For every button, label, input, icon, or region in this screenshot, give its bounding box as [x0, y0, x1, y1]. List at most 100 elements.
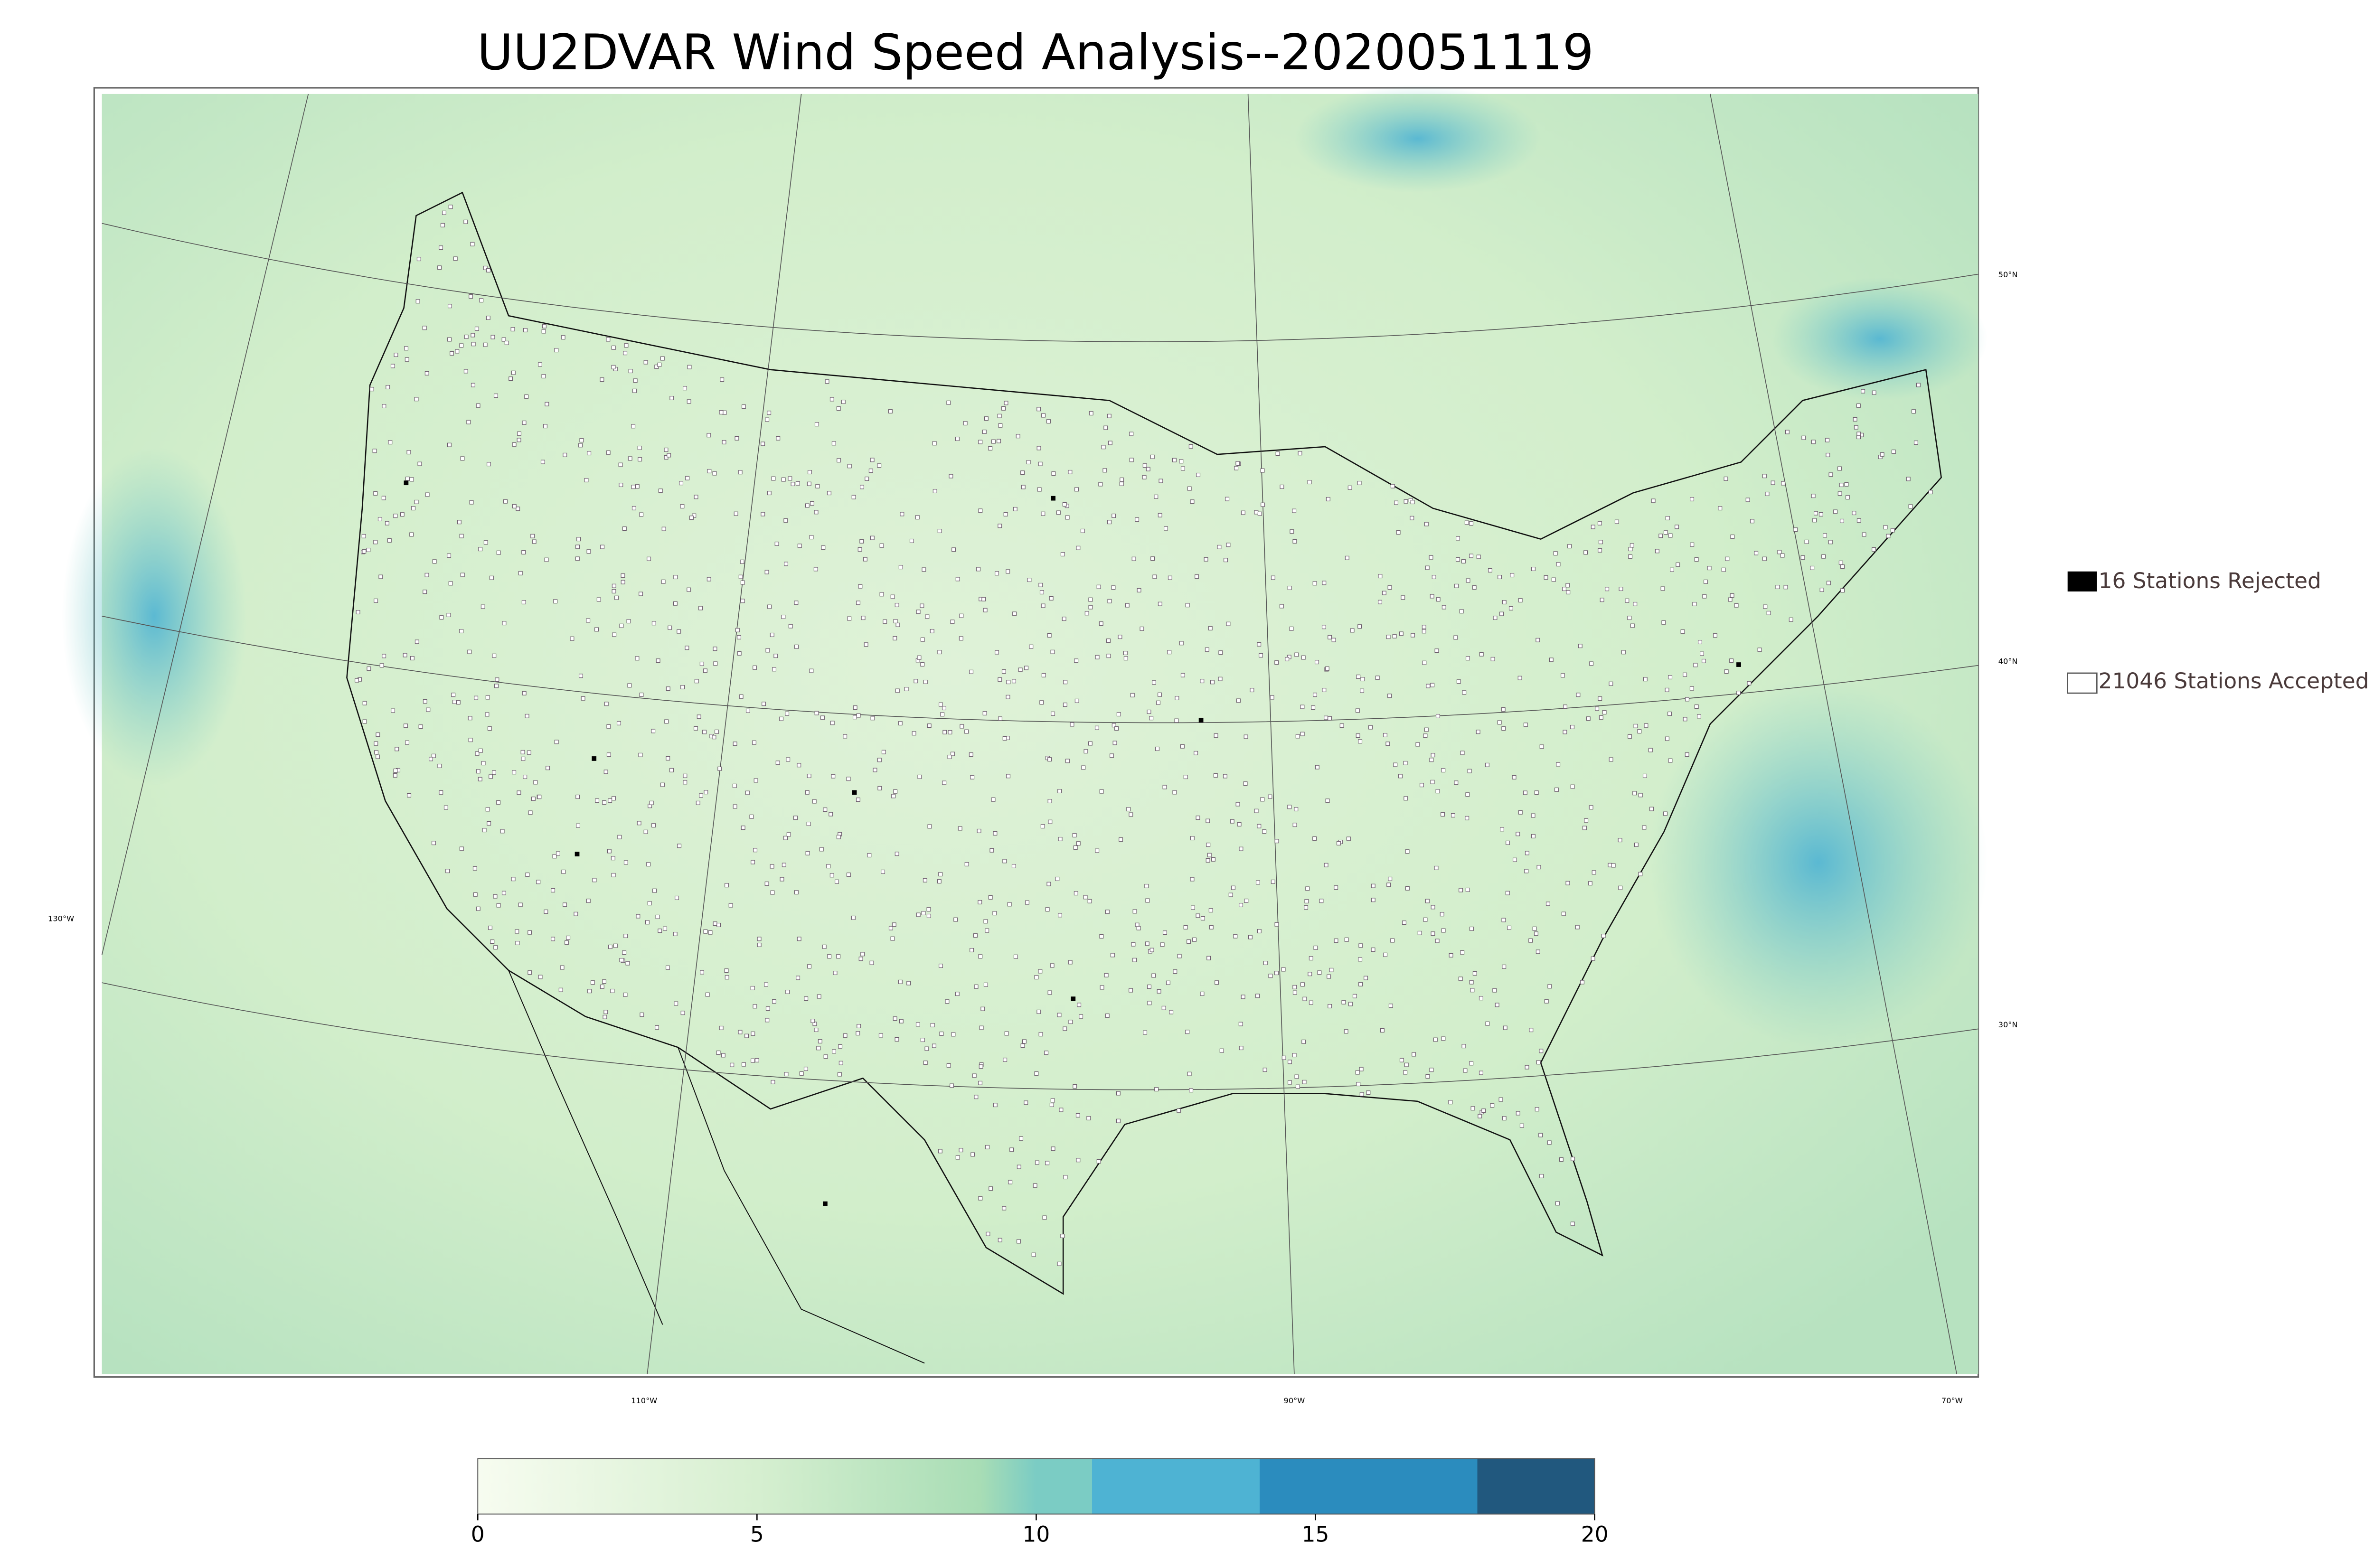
- station-marker: [1241, 995, 1245, 999]
- station-marker: [403, 653, 407, 657]
- station-marker: [1073, 845, 1078, 850]
- station-marker: [1339, 723, 1344, 728]
- station-marker: [1302, 996, 1307, 1001]
- station-marker: [587, 451, 592, 456]
- station-marker: [471, 342, 476, 347]
- station-marker: [1096, 584, 1101, 589]
- station-marker: [762, 702, 766, 706]
- station-marker: [1038, 461, 1043, 466]
- station-marker: [1378, 600, 1383, 604]
- station-marker: [551, 937, 556, 941]
- station-marker: [1154, 1087, 1159, 1092]
- station-marker: [809, 668, 814, 673]
- station-marker: [1430, 779, 1435, 784]
- station-marker: [767, 411, 772, 415]
- station-marker: [586, 899, 591, 903]
- station-marker: [1472, 971, 1477, 976]
- station-marker: [1470, 988, 1475, 993]
- station-marker: [805, 790, 810, 795]
- station-marker: [1512, 857, 1517, 862]
- station-marker: [927, 824, 932, 829]
- station-marker: [1041, 413, 1046, 418]
- station-marker: [463, 219, 468, 224]
- station-marker: [1263, 961, 1268, 965]
- station-marker: [831, 441, 836, 446]
- lon-label: 110°W: [631, 1396, 657, 1405]
- station-marker: [611, 856, 615, 861]
- station-marker: [700, 970, 704, 975]
- station-marker: [1422, 660, 1427, 665]
- station-marker: [1325, 666, 1329, 671]
- station-marker: [1828, 540, 1833, 545]
- station-marker: [527, 750, 531, 755]
- station-marker: [1149, 716, 1154, 721]
- station-marker: [661, 526, 666, 531]
- station-marker: [1872, 547, 1876, 552]
- station-marker: [1553, 551, 1558, 556]
- station-marker: [1083, 749, 1088, 754]
- station-marker: [1334, 885, 1338, 890]
- station-marker: [1029, 644, 1034, 649]
- station-marker: [933, 489, 937, 493]
- colorbar-tick-label: 10: [1023, 1521, 1050, 1547]
- station-marker: [1344, 937, 1349, 942]
- station-marker: [806, 821, 811, 826]
- station-marker: [895, 602, 899, 607]
- station-marker: [857, 1024, 861, 1028]
- station-marker: [377, 517, 382, 522]
- station-marker: [1781, 481, 1786, 486]
- station-marker: [696, 800, 700, 805]
- station-marker: [1493, 616, 1498, 620]
- station-marker: [1196, 913, 1200, 918]
- station-marker: [1432, 575, 1436, 579]
- station-marker: [1632, 791, 1637, 796]
- station-marker: [1826, 581, 1831, 585]
- station-marker: [619, 623, 624, 628]
- station-marker: [1158, 692, 1162, 697]
- station-marker: [635, 484, 640, 489]
- station-marker: [725, 975, 729, 980]
- station-marker: [530, 534, 535, 538]
- station-marker: [977, 828, 981, 833]
- station-marker: [603, 1010, 608, 1014]
- coastline: [508, 970, 925, 1364]
- station-marker: [541, 329, 546, 334]
- station-marker: [1031, 1252, 1036, 1257]
- station-marker: [973, 933, 978, 938]
- station-marker: [1294, 652, 1299, 657]
- station-marker: [1063, 1026, 1067, 1031]
- station-marker: [827, 954, 832, 959]
- station-marker: [1271, 879, 1275, 884]
- station-marker: [1238, 1022, 1243, 1026]
- station-marker: [1162, 930, 1167, 935]
- station-marker: [1583, 550, 1588, 555]
- station-marker: [495, 677, 499, 682]
- station-marker: [1355, 708, 1360, 713]
- station-marker: [805, 851, 810, 855]
- station-marker: [774, 542, 779, 546]
- station-marker: [1287, 1080, 1292, 1085]
- station-marker: [437, 265, 442, 270]
- station-marker: [1280, 484, 1284, 489]
- station-marker: [1642, 825, 1647, 830]
- station-marker: [925, 614, 930, 619]
- station-marker: [989, 1186, 993, 1191]
- station-marker: [1469, 1061, 1474, 1066]
- station-marker: [856, 1031, 860, 1036]
- station-marker: [1112, 723, 1116, 728]
- station-marker: [1852, 511, 1856, 516]
- station-marker: [915, 515, 920, 520]
- station-marker: [1356, 675, 1361, 679]
- station-marker: [1217, 545, 1222, 549]
- station-marker: [1080, 528, 1085, 533]
- station-marker: [1785, 430, 1790, 434]
- station-marker: [374, 750, 378, 755]
- station-marker: [1434, 648, 1439, 653]
- station-marker: [1469, 926, 1474, 931]
- station-marker: [1470, 1106, 1475, 1111]
- station-marker: [823, 807, 828, 812]
- station-marker: [810, 1019, 815, 1023]
- station-marker: [603, 770, 608, 774]
- station-marker: [1285, 657, 1290, 661]
- station-marker: [1665, 516, 1670, 520]
